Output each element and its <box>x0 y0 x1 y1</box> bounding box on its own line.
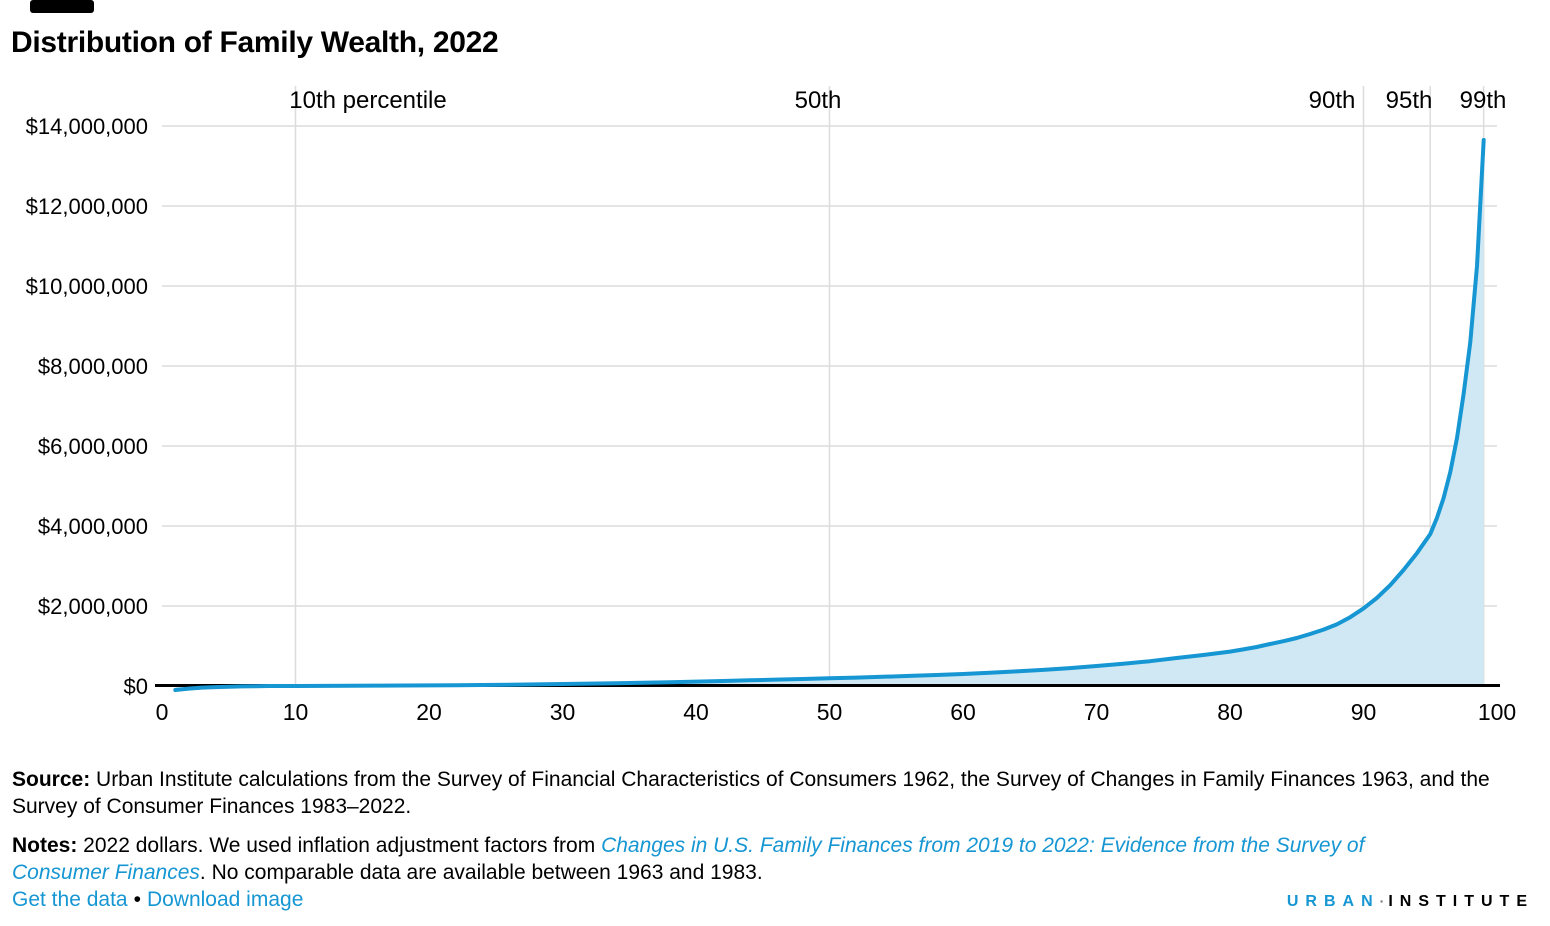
x-tick-label: 20 <box>416 699 442 725</box>
download-image-link[interactable]: Download image <box>146 888 304 911</box>
notes-citation-link[interactable]: Changes in U.S. Family Finances from 201… <box>12 834 1365 884</box>
notes-text: 2022 dollars. We used inflation adjustme… <box>77 834 602 857</box>
source-label: Source: <box>12 768 91 791</box>
y-tick-label: $10,000,000 <box>26 274 148 299</box>
x-tick-label: 30 <box>550 699 576 725</box>
x-tick-label: 80 <box>1217 699 1243 725</box>
area-fill <box>175 140 1484 690</box>
logo-dot-icon: · <box>1379 893 1385 909</box>
source-note: Source: Urban Institute calculations fro… <box>12 766 1534 820</box>
page-title: Distribution of Family Wealth, 2022 <box>11 26 499 59</box>
y-tick-label: $2,000,000 <box>38 594 148 619</box>
y-tick-label: $8,000,000 <box>38 354 148 379</box>
wealth-distribution-chart: $0 $2,000,000 $4,000,000 $6,000,000 $8,000,0… <box>26 86 1516 725</box>
logo-urban-text: URBAN <box>1286 893 1380 910</box>
x-tick-label: 0 <box>156 699 169 725</box>
notes: Notes: 2022 dollars. We used inflation a… <box>12 832 1464 886</box>
notes-label: Notes: <box>12 834 78 857</box>
wealth-line <box>173 138 1486 692</box>
top-left-mark <box>30 0 94 13</box>
top-axis-label: 50th <box>795 87 842 114</box>
bullet-separator: • <box>133 888 141 911</box>
y-tick-label: $14,000,000 <box>26 114 148 139</box>
y-tick-label: $12,000,000 <box>26 194 148 219</box>
x-tick-label: 60 <box>950 699 976 725</box>
x-tick-label: 90 <box>1351 699 1377 725</box>
urban-institute-logo[interactable]: URBAN· INSTITUTE <box>1287 893 1534 911</box>
y-tick-label: $6,000,000 <box>38 434 148 459</box>
x-tick-label: 70 <box>1084 699 1110 725</box>
top-axis-label: 95th <box>1386 87 1433 114</box>
source-text: Urban Institute calculations from the Su… <box>12 768 1490 818</box>
top-axis-label: 90th <box>1309 87 1356 114</box>
notes-text-after: . No comparable data are available betwe… <box>199 861 763 884</box>
x-tick-label: 40 <box>683 699 709 725</box>
top-axis-label: 10th percentile <box>289 87 446 114</box>
footer: Source: Urban Institute calculations fro… <box>12 766 1534 886</box>
get-the-data-link[interactable]: Get the data <box>12 888 128 911</box>
logo-institute-text: INSTITUTE <box>1388 893 1534 910</box>
y-tick-label: $4,000,000 <box>38 514 148 539</box>
footer-links: Get the data • Download image <box>12 888 303 912</box>
x-tick-label: 10 <box>283 699 309 725</box>
x-tick-label: 100 <box>1478 699 1516 725</box>
x-tick-label: 50 <box>817 699 843 725</box>
top-axis-label: 99th <box>1460 87 1507 114</box>
y-tick-label: $0 <box>124 674 148 699</box>
